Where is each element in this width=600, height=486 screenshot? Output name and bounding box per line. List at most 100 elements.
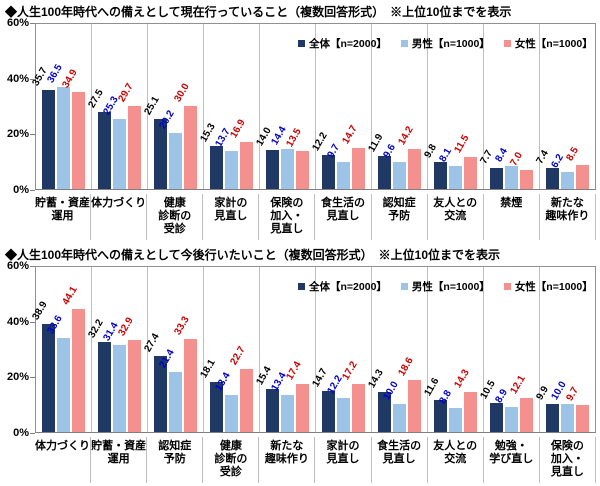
legend-item-male: 男性【n=1000】 [400,36,490,51]
y-axis-tick [30,266,35,267]
bar-female [128,340,141,432]
bar-all [378,155,391,189]
bar-male [337,162,350,189]
bar-male [169,372,182,432]
bar-slot: 29.7 [116,24,141,189]
category-label: 貯蓄・資産 運用 [35,194,92,240]
y-axis-tick [30,134,35,136]
y-axis-tick-label: 40% [6,72,29,85]
bar-slot: 18.6 [396,267,421,432]
legend-color-swatch [400,283,408,290]
bar-all [42,89,55,189]
bar-slot: 25.3 [101,24,126,189]
bar-slot: 12.2 [310,24,335,189]
category-group: 15.4 13.4 17.4 [254,267,316,432]
legend-label: 女性【n=1000】 [514,281,593,293]
bar-all [546,404,559,432]
bar-slot: 14.0 [254,24,279,189]
bar-all [210,146,223,189]
bar-male [561,171,574,189]
bar-slot: 14.3 [366,267,391,432]
x-axis-category-labels: 貯蓄・資産 運用 体力づくり 健康 診断の 受診 家計の 見直し 保険の 加入・ 見直し… [35,194,596,240]
category-label: 保険の 加入・ 見直し [259,194,316,240]
bar-male [505,407,518,432]
legend-item-male: 男性【n=1000】 [400,279,490,294]
bar-male [449,407,462,432]
bar-slot: 33.3 [172,267,197,432]
y-axis-tick-label: 40% [6,315,29,328]
y-axis-tick-label: 60% [6,260,29,272]
bar-male [281,394,294,432]
legend-color-swatch [298,283,305,290]
category-group: 38.9 33.6 44.1 [30,267,92,432]
bar-all [154,355,167,432]
legend-color-swatch [400,40,408,47]
value-label: 38.9 [29,299,50,322]
bar-slot: 9.7 [325,24,350,189]
bar-slot: 12.1 [508,267,533,432]
chart-title: ◆人生100年時代への備えとして今後行いたいこと（複数回答形式） ※上位10位ま… [5,248,501,262]
bar-slot: 33.6 [45,267,70,432]
bar-female [72,309,85,432]
bar-slot: 17.2 [340,267,365,432]
bar-slot: 9.6 [381,24,406,189]
bar-all [434,161,447,189]
bar-all [98,112,111,189]
y-axis-tick [30,321,35,323]
bar-slot: 7.7 [478,24,503,189]
category-group: 25.1 20.2 30.0 [142,24,204,189]
bar-slot: 38.9 [30,267,55,432]
category-label: 新たな 趣味作り [259,437,316,483]
chart-title: ◆人生100年時代への備えとして現在行っていること（複数回答形式） ※上位10位… [5,5,512,19]
bar-female [352,384,365,432]
bar-slot: 8.8 [437,267,462,432]
bar-male [449,166,462,189]
category-label: 禁煙 [484,194,540,240]
bar-slot: 35.7 [30,24,55,189]
bar-male [281,148,294,189]
y-axis-tick [30,190,35,191]
bar-male [225,150,238,189]
plot-area: 全体【n=2000】 男性【n=1000】 女性【n=1000】 35.7 36.5 3… [30,23,596,190]
category-group: 14.7 12.2 17.2 [310,267,372,432]
category-group: 7.7 8.4 7.0 [478,24,540,189]
category-label: 家計の 見直し [203,194,260,240]
bar-slot: 13.5 [284,24,309,189]
bar-male [505,165,518,189]
bar-female [408,380,421,432]
chart-future-intentions: ◆人生100年時代への備えとして今後行いたいこと（複数回答形式） ※上位10位ま… [0,243,600,486]
category-label: 体力づくり [91,194,148,240]
bar-slot: 25.1 [142,24,167,189]
y-axis-tick-label: 0% [13,427,29,439]
bar-slot: 21.4 [157,267,182,432]
bar-slot: 10.5 [478,267,503,432]
category-label: 認知症 予防 [147,437,204,483]
bar-male [169,132,182,189]
category-group: 9.8 8.1 11.5 [422,24,484,189]
category-group: 35.7 36.5 34.9 [30,24,92,189]
category-group: 14.0 14.4 13.5 [254,24,316,189]
category-label: 食生活の 見直し [372,437,428,483]
category-group: 14.3 10.0 18.6 [366,267,428,432]
y-axis-tick [30,377,35,379]
bar-slot: 15.3 [198,24,223,189]
legend-color-swatch [503,40,511,47]
bar-female [296,151,309,189]
category-label: 新たな 趣味作り [540,194,596,240]
bar-male [393,162,406,189]
bar-slot: 9.9 [534,267,559,432]
legend-item-female: 女性【n=1000】 [503,279,593,294]
bar-slot: 11.9 [366,24,391,189]
bar-male [57,87,70,189]
bar-all [434,399,447,432]
category-group: 11.9 9.6 14.2 [366,24,428,189]
bar-slot: 14.4 [269,24,294,189]
legend-label: 男性【n=1000】 [411,38,490,50]
bar-all [98,342,111,432]
bar-slot: 8.5 [564,24,589,189]
legend-item-all: 全体【n=2000】 [298,279,387,294]
category-group: 9.9 10.0 9.7 [534,267,595,432]
bar-slot: 20.2 [157,24,182,189]
legend-label: 全体【n=2000】 [309,38,387,50]
legend: 全体【n=2000】 男性【n=1000】 女性【n=1000】 [298,36,593,51]
